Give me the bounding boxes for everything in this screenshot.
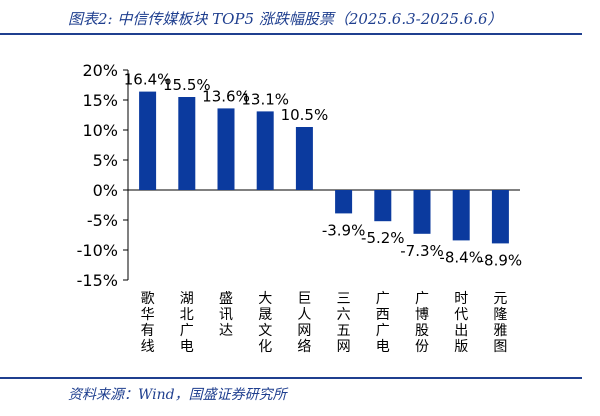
data-label: 13.1% xyxy=(241,90,289,108)
bar xyxy=(452,190,470,241)
data-label: -3.9% xyxy=(322,221,366,239)
category-label: 大晟文化 xyxy=(258,291,272,355)
y-tick-label: 0% xyxy=(93,181,118,200)
bar xyxy=(139,91,157,190)
category-label: 广博股份 xyxy=(415,291,429,355)
y-tick-label: -10% xyxy=(77,241,118,260)
bar xyxy=(295,127,313,190)
bar xyxy=(217,108,235,190)
category-label: 广西广电 xyxy=(376,291,390,355)
y-tick-label: -5% xyxy=(87,211,118,230)
source-divider xyxy=(0,377,582,379)
y-tick-label: 5% xyxy=(93,151,118,170)
source-note: 资料来源：Wind，国盛证券研究所 xyxy=(68,387,287,403)
category-label: 湖北广电 xyxy=(180,291,194,355)
bar xyxy=(413,190,431,234)
category-label: 盛讯达 xyxy=(219,291,233,339)
data-label: -8.4% xyxy=(439,248,483,266)
title-divider xyxy=(0,33,582,35)
bar xyxy=(256,111,274,190)
data-label: -8.9% xyxy=(479,251,523,269)
category-label: 三六五网 xyxy=(337,291,351,355)
data-label: 13.6% xyxy=(202,87,250,105)
category-label: 元隆雅图 xyxy=(493,291,507,355)
data-label: -7.3% xyxy=(400,242,444,260)
category-label: 歌华有线 xyxy=(141,291,155,355)
data-label: 16.4% xyxy=(124,71,172,89)
bar xyxy=(491,190,509,244)
y-tick-label: -15% xyxy=(77,271,118,290)
bar xyxy=(178,97,196,190)
category-label: 时代出版 xyxy=(454,291,468,355)
y-tick-label: 15% xyxy=(82,91,118,110)
category-label: 巨人网络 xyxy=(297,291,311,355)
data-label: 15.5% xyxy=(163,76,211,94)
y-tick-label: 20% xyxy=(82,61,118,80)
y-tick-label: 10% xyxy=(82,121,118,140)
chart-title: 图表2: 中信传媒板块 TOP5 涨跌幅股票（2025.6.3-2025.6.6… xyxy=(68,10,503,28)
bar xyxy=(374,190,392,222)
data-label: -5.2% xyxy=(361,229,405,247)
bar xyxy=(335,190,353,214)
data-label: 10.5% xyxy=(281,106,329,124)
